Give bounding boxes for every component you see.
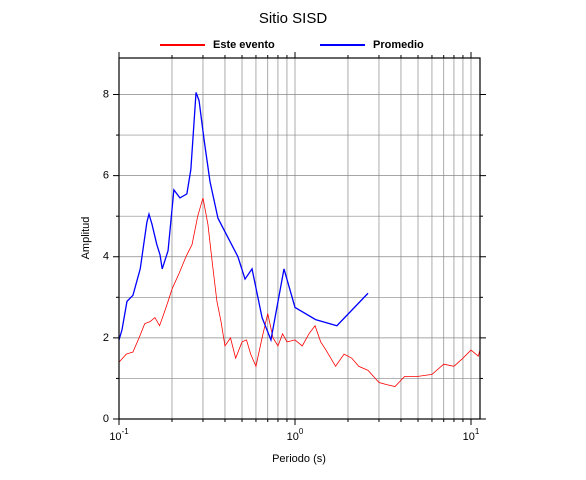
x-tick-label: 101	[463, 427, 480, 443]
x-tick-base: 10	[109, 431, 121, 443]
x-tick-label: 100	[287, 427, 304, 443]
series-line	[118, 197, 481, 387]
x-tick-exponent: -1	[122, 427, 130, 436]
series-line	[118, 92, 369, 343]
y-tick-label: 4	[103, 251, 109, 263]
plot-frame	[118, 57, 481, 420]
x-tick-exponent: 1	[475, 427, 480, 436]
x-tick-base: 10	[287, 431, 299, 443]
x-axis-label: Periodo (s)	[272, 453, 326, 465]
y-tick-label: 6	[103, 170, 109, 182]
x-tick-label: 10-1	[109, 427, 129, 443]
y-axis-label: Amplitud	[80, 217, 92, 260]
y-tick-label: 2	[103, 332, 109, 344]
y-tick-label: 0	[103, 413, 109, 425]
x-tick-base: 10	[463, 431, 475, 443]
x-tick-exponent: 0	[299, 427, 304, 436]
grid	[118, 58, 480, 420]
y-tick-label: 8	[103, 88, 109, 100]
legend-label: Este evento	[213, 39, 275, 51]
legend-label: Promedio	[373, 39, 424, 51]
chart-title: Sitio SISD	[259, 10, 328, 27]
plot-lines	[118, 92, 481, 387]
